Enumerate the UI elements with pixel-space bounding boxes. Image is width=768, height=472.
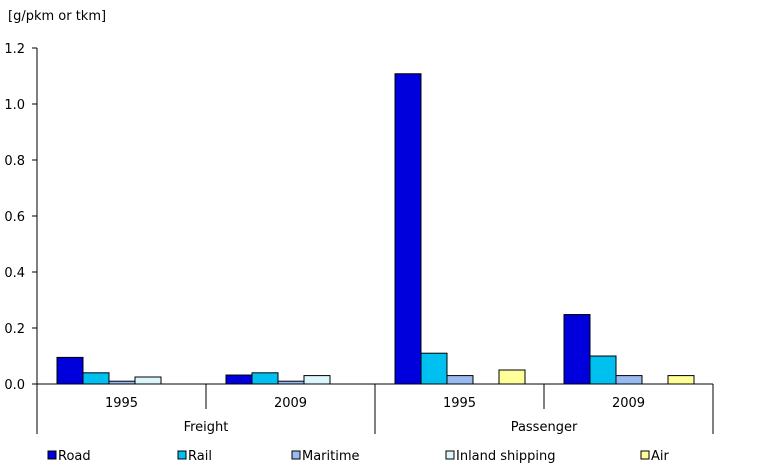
x-tick-label: 1995 <box>443 396 476 411</box>
bar-road <box>563 314 591 385</box>
bar-maritime <box>446 375 474 385</box>
legend-label: Road <box>58 449 91 464</box>
y-tick-label: 0.2 <box>4 322 25 337</box>
y-tick-label: 0.6 <box>4 210 25 225</box>
bar-road <box>56 356 84 385</box>
bar-rail <box>420 352 448 385</box>
y-tick-label: 1.0 <box>4 98 25 113</box>
legend-swatch <box>640 450 650 460</box>
bar-rail <box>589 355 617 385</box>
bar-rail <box>82 372 110 385</box>
legend-label: Air <box>651 449 670 464</box>
y-tick-label: 0.0 <box>4 378 25 393</box>
bar-inland-shipping <box>134 376 162 385</box>
group-label: Freight <box>184 420 229 435</box>
legend-label: Rail <box>188 449 212 464</box>
bar-road <box>225 374 253 385</box>
bar-road <box>394 73 422 385</box>
bar-air <box>498 369 526 385</box>
bar-inland-shipping <box>303 375 331 385</box>
legend-label: Inland shipping <box>456 449 556 464</box>
x-tick-label: 2009 <box>274 396 307 411</box>
x-tick-label: 1995 <box>105 396 138 411</box>
legend-swatch <box>445 450 455 460</box>
y-axis-label: [g/pkm or tkm] <box>8 9 106 24</box>
legend-label: Maritime <box>302 449 360 464</box>
legend-swatch <box>47 450 57 460</box>
bar-air <box>667 375 695 385</box>
bar-rail <box>251 372 279 385</box>
x-tick-label: 2009 <box>612 396 645 411</box>
y-tick-label: 0.8 <box>4 154 25 169</box>
legend-swatch <box>291 450 301 460</box>
y-tick-label: 1.2 <box>4 42 25 57</box>
legend-swatch <box>177 450 187 460</box>
y-tick-label: 0.4 <box>4 266 25 281</box>
group-label: Passenger <box>511 420 578 435</box>
bar-maritime <box>615 375 643 385</box>
